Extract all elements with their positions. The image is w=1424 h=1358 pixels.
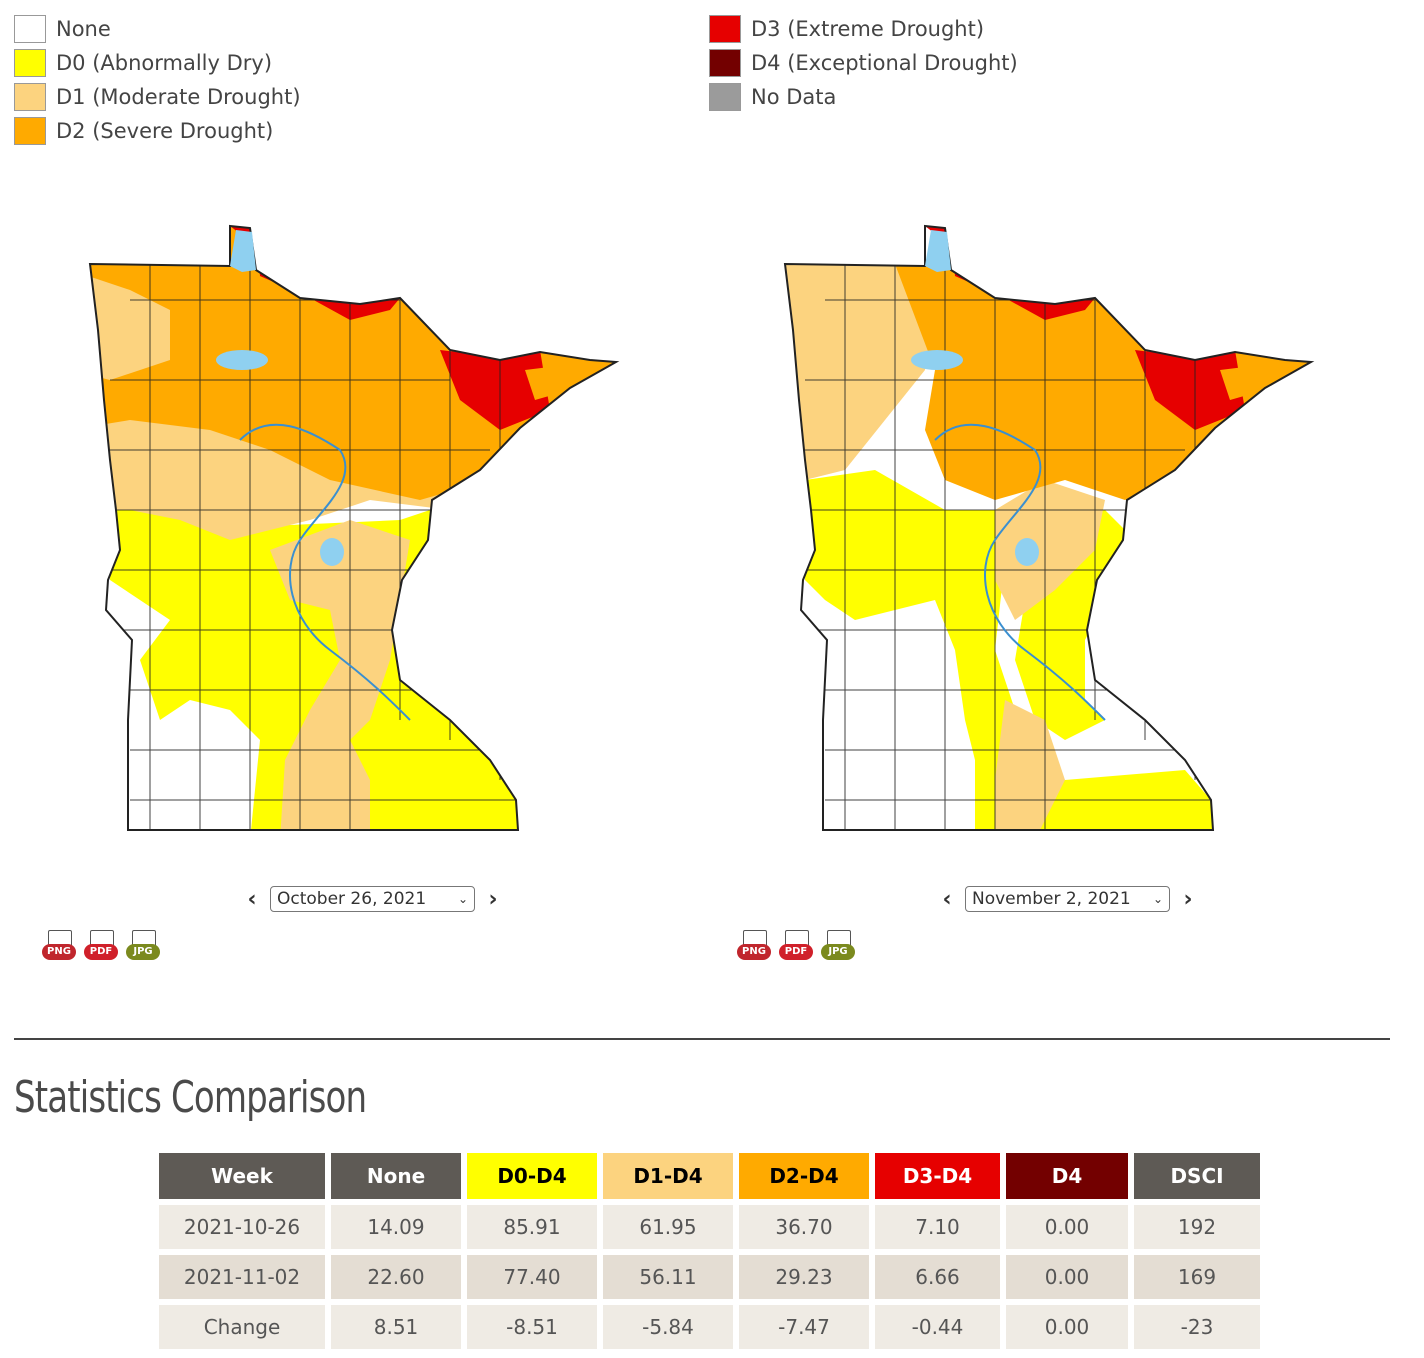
minnesota-map-svg	[783, 224, 1315, 831]
legend-item-no-data: No Data	[709, 80, 1018, 114]
legend-left: None D0 (Abnormally Dry) D1 (Moderate Dr…	[14, 12, 301, 148]
table-cell: -7.47	[739, 1305, 869, 1349]
table-cell: 61.95	[603, 1205, 733, 1249]
swatch-d3	[709, 15, 741, 43]
swatch-none	[14, 15, 46, 43]
table-cell: 0.00	[1006, 1305, 1128, 1349]
table-cell: 0.00	[1006, 1255, 1128, 1299]
header-none: None	[331, 1153, 461, 1199]
chevron-left-icon[interactable]: ‹	[247, 886, 257, 912]
table-row: Change 8.51 -8.51 -5.84 -7.47 -0.44 0.00…	[159, 1305, 1260, 1349]
legend-item-none: None	[14, 12, 301, 46]
legend-label: D2 (Severe Drought)	[56, 119, 274, 143]
date-select-right[interactable]: November 2, 2021 ⌄	[965, 886, 1170, 912]
pdf-download-icon[interactable]: PDF	[84, 930, 118, 964]
stats-header-row: Week None D0-D4 D1-D4 D2-D4 D3-D4 D4 DSC…	[159, 1153, 1260, 1199]
section-divider	[14, 1038, 1390, 1040]
legend-right: D3 (Extreme Drought) D4 (Exceptional Dro…	[709, 12, 1018, 114]
jpg-download-icon[interactable]: JPG	[126, 930, 160, 964]
table-row: 2021-10-26 14.09 85.91 61.95 36.70 7.10 …	[159, 1205, 1260, 1249]
header-d4: D4	[1006, 1153, 1128, 1199]
swatch-d1	[14, 83, 46, 111]
jpg-download-icon[interactable]: JPG	[821, 930, 855, 964]
legend-label: No Data	[751, 85, 837, 109]
legend-label: D0 (Abnormally Dry)	[56, 51, 273, 75]
swatch-no-data	[709, 83, 741, 111]
legend-label: D3 (Extreme Drought)	[751, 17, 985, 41]
legend-item-d0: D0 (Abnormally Dry)	[14, 46, 301, 80]
header-d2-d4: D2-D4	[739, 1153, 869, 1199]
swatch-d0	[14, 49, 46, 77]
table-cell: -5.84	[603, 1305, 733, 1349]
table-row: 2021-11-02 22.60 77.40 56.11 29.23 6.66 …	[159, 1255, 1260, 1299]
table-cell: -0.44	[875, 1305, 1000, 1349]
png-download-icon[interactable]: PNG	[737, 930, 771, 964]
legend-label: None	[56, 17, 111, 41]
header-dsci: DSCI	[1134, 1153, 1260, 1199]
table-cell: 85.91	[467, 1205, 597, 1249]
date-select-left[interactable]: October 26, 2021 ⌄	[270, 886, 475, 912]
table-cell: Change	[159, 1305, 325, 1349]
legend-item-d1: D1 (Moderate Drought)	[14, 80, 301, 114]
drought-map-oct-26	[70, 180, 690, 880]
drought-map-nov-2	[765, 180, 1385, 880]
stats-table: Week None D0-D4 D1-D4 D2-D4 D3-D4 D4 DSC…	[153, 1147, 1266, 1355]
table-cell: 77.40	[467, 1255, 597, 1299]
chevron-right-icon[interactable]: ›	[488, 886, 498, 912]
header-week: Week	[159, 1153, 325, 1199]
table-cell: 29.23	[739, 1255, 869, 1299]
date-nav-right: ‹ November 2, 2021 ⌄ ›	[935, 886, 1200, 912]
png-download-icon[interactable]: PNG	[42, 930, 76, 964]
legend-label: D1 (Moderate Drought)	[56, 85, 301, 109]
chevron-down-icon: ⌄	[457, 892, 468, 906]
table-cell: -8.51	[467, 1305, 597, 1349]
chevron-down-icon: ⌄	[1152, 892, 1163, 906]
legend-label: D4 (Exceptional Drought)	[751, 51, 1018, 75]
pdf-download-icon[interactable]: PDF	[779, 930, 813, 964]
table-cell: 22.60	[331, 1255, 461, 1299]
chevron-left-icon[interactable]: ‹	[942, 886, 952, 912]
legend-item-d2: D2 (Severe Drought)	[14, 114, 301, 148]
stats-title: Statistics Comparison	[14, 1072, 367, 1123]
date-select-value: November 2, 2021	[972, 889, 1131, 909]
date-nav-left: ‹ October 26, 2021 ⌄ ›	[240, 886, 505, 912]
table-cell: 36.70	[739, 1205, 869, 1249]
minnesota-map-svg	[88, 224, 620, 831]
date-select-value: October 26, 2021	[277, 889, 427, 909]
header-d1-d4: D1-D4	[603, 1153, 733, 1199]
table-cell: 6.66	[875, 1255, 1000, 1299]
table-cell: 56.11	[603, 1255, 733, 1299]
table-cell: 2021-11-02	[159, 1255, 325, 1299]
download-icons-right: PNG PDF JPG	[737, 930, 855, 964]
header-d0-d4: D0-D4	[467, 1153, 597, 1199]
table-cell: 7.10	[875, 1205, 1000, 1249]
table-cell: 2021-10-26	[159, 1205, 325, 1249]
table-cell: 8.51	[331, 1305, 461, 1349]
table-cell: -23	[1134, 1305, 1260, 1349]
swatch-d4	[709, 49, 741, 77]
table-cell: 14.09	[331, 1205, 461, 1249]
header-d3-d4: D3-D4	[875, 1153, 1000, 1199]
table-cell: 0.00	[1006, 1205, 1128, 1249]
swatch-d2	[14, 117, 46, 145]
table-cell: 169	[1134, 1255, 1260, 1299]
legend-item-d4: D4 (Exceptional Drought)	[709, 46, 1018, 80]
chevron-right-icon[interactable]: ›	[1183, 886, 1193, 912]
download-icons-left: PNG PDF JPG	[42, 930, 160, 964]
legend-item-d3: D3 (Extreme Drought)	[709, 12, 1018, 46]
table-cell: 192	[1134, 1205, 1260, 1249]
